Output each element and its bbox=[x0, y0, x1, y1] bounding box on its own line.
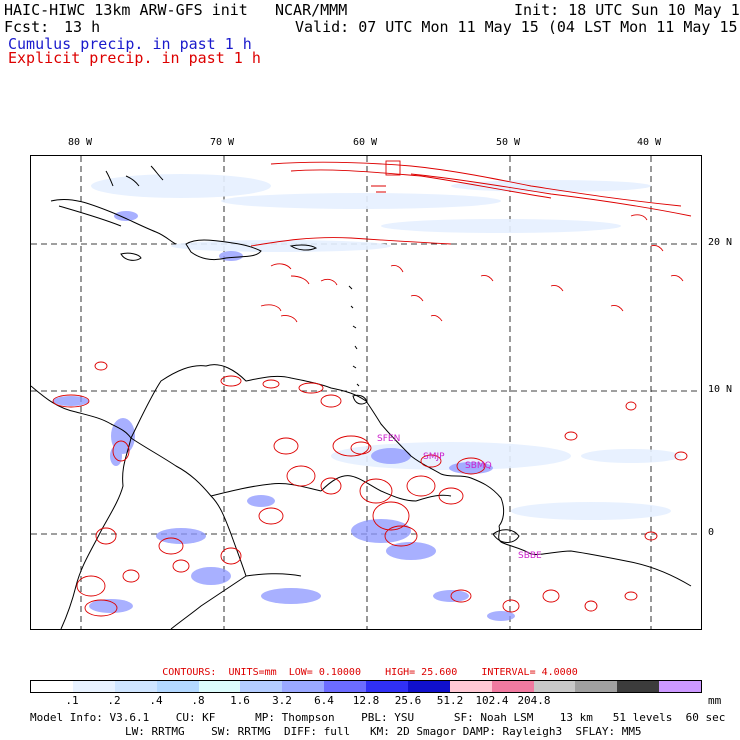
station-sbmq: SBMQ bbox=[465, 461, 492, 471]
legend-level-label: .4 bbox=[149, 694, 163, 707]
legend-swatch bbox=[575, 681, 618, 692]
lon-label-40w: 40 W bbox=[637, 137, 662, 148]
lon-label-70w: 70 W bbox=[210, 137, 235, 148]
contour-low: LOW= 0.10000 bbox=[288, 667, 361, 678]
legend-swatch bbox=[198, 681, 241, 692]
contour-units: UNITS=mm bbox=[228, 667, 277, 678]
station-smjp: SMJP bbox=[423, 452, 445, 462]
lon-label-50w: 50 W bbox=[496, 137, 521, 148]
legend-swatch bbox=[114, 681, 157, 692]
legend-level-label: 1.6 bbox=[230, 694, 250, 707]
model-title: HAIC-HIWC 13km ARW-GFS init bbox=[4, 1, 248, 19]
legend-swatch bbox=[449, 681, 492, 692]
legend-swatch bbox=[156, 681, 199, 692]
org-label: NCAR/MMM bbox=[275, 1, 348, 19]
legend-units: mm bbox=[708, 694, 722, 707]
legend-swatch bbox=[31, 681, 73, 692]
forecast-hours: 13 h bbox=[64, 18, 101, 36]
legend-level-label: .2 bbox=[107, 694, 121, 707]
init-time: Init: 18 UTC Sun 10 May 15 bbox=[514, 1, 740, 19]
legend-level-label: 102.4 bbox=[475, 694, 509, 707]
explicit-precip-label: Explicit precip. in past 1 h bbox=[8, 49, 261, 67]
contour-info: CONTOURS: UNITS=mm LOW= 0.10000 HIGH= 25… bbox=[0, 667, 740, 678]
cumulus-precip-label: Cumulus precip. in past 1 h bbox=[8, 35, 252, 53]
legend-swatch bbox=[282, 681, 325, 692]
legend-level-label: 204.8 bbox=[517, 694, 551, 707]
station-sfen: SFEN bbox=[377, 434, 400, 444]
legend-level-label: 51.2 bbox=[436, 694, 464, 707]
forecast-label: Fcst: bbox=[4, 18, 50, 36]
legend-level-label: 3.2 bbox=[272, 694, 292, 707]
legend-swatch bbox=[659, 681, 701, 692]
lon-label-80w: 80 W bbox=[68, 137, 93, 148]
legend-swatch bbox=[366, 681, 408, 692]
legend-level-label: 25.6 bbox=[394, 694, 422, 707]
contour-label: CONTOURS: bbox=[162, 667, 217, 678]
lat-label-10n: 10 N bbox=[708, 384, 733, 395]
contour-high: HIGH= 25.600 bbox=[385, 667, 458, 678]
model-info-line1: Model Info: V3.6.1 CU: KF MP: Thompson P… bbox=[30, 711, 726, 724]
legend-swatch bbox=[240, 681, 283, 692]
coastline bbox=[31, 165, 692, 629]
station-sbbe: SBBE bbox=[518, 551, 542, 561]
valid-time: Valid: 07 UTC Mon 11 May 15 (04 LST Mon … bbox=[295, 18, 740, 36]
model-info-line2: LW: RRTMG SW: RRTMG DIFF: full KM: 2D Sm… bbox=[125, 725, 642, 738]
lat-label-20n: 20 N bbox=[708, 237, 733, 248]
legend-swatch bbox=[617, 681, 660, 692]
cumulus-heavy-shading bbox=[53, 211, 515, 621]
legend-level-label: 6.4 bbox=[314, 694, 334, 707]
legend-swatch bbox=[72, 681, 115, 692]
legend-swatch bbox=[324, 681, 366, 692]
legend-level-label: .1 bbox=[65, 694, 79, 707]
contour-interval: INTERVAL= 4.0000 bbox=[481, 667, 578, 678]
legend-level-label: 12.8 bbox=[352, 694, 380, 707]
legend-swatch bbox=[407, 681, 450, 692]
color-legend bbox=[30, 680, 702, 693]
legend-swatch bbox=[533, 681, 576, 692]
lat-label-0: 0 bbox=[708, 527, 715, 538]
legend-swatch bbox=[491, 681, 534, 692]
legend-level-label: .8 bbox=[191, 694, 205, 707]
explicit-precip-contours bbox=[52, 160, 692, 617]
precip-map: SFEN SMJP SBMQ SBBE bbox=[30, 155, 702, 630]
lon-label-60w: 60 W bbox=[353, 137, 378, 148]
